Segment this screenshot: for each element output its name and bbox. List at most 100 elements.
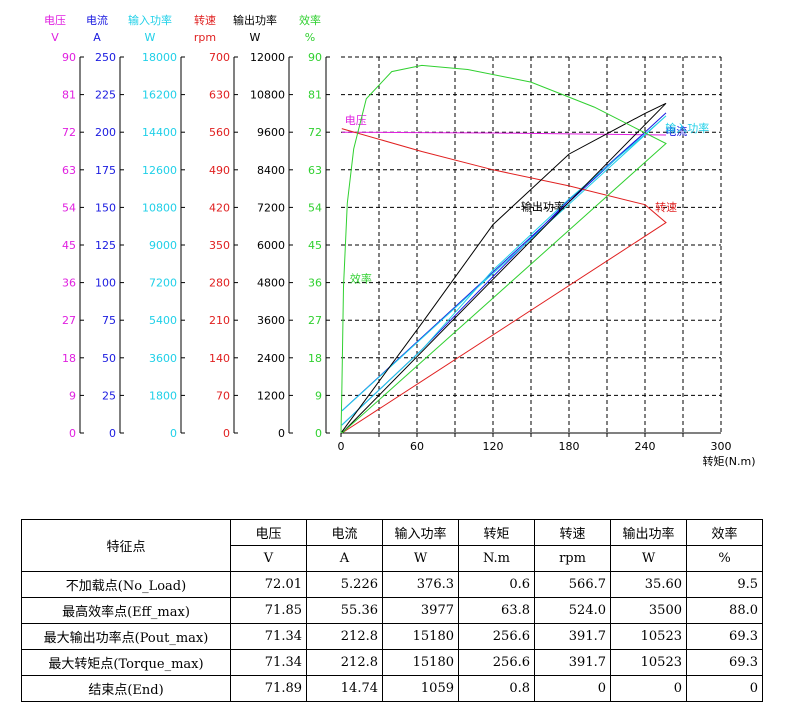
y-tick-label: 125	[95, 239, 116, 252]
y-tick-label: 0	[223, 427, 230, 440]
y-axis-title: 效率	[299, 13, 321, 27]
table-cell: 212.8	[306, 623, 383, 650]
col-header: 电压	[230, 519, 307, 546]
table-cell: 10523	[610, 649, 687, 676]
feature-header: 特征点	[21, 519, 231, 572]
y-axis-unit: A	[93, 31, 101, 44]
y-tick-label: 7200	[149, 277, 177, 290]
series-label: 转速	[655, 200, 677, 214]
y-tick-label: 140	[209, 352, 230, 365]
table-cell: 3500	[610, 597, 687, 624]
y-tick-label: 90	[308, 51, 322, 64]
y-axis-title: 电压	[44, 14, 66, 27]
y-tick-label: 12600	[142, 164, 177, 177]
feature-point-table: 特征点 电压 电流 输入功率 转矩 转速 输出功率 效率 V A W N.m r…	[21, 519, 763, 702]
y-tick-label: 54	[62, 201, 76, 214]
row-label: 结束点(End)	[21, 675, 231, 702]
y-tick-label: 2400	[257, 352, 285, 365]
table-cell: 35.60	[610, 571, 687, 598]
table-cell: 71.34	[230, 649, 307, 676]
y-tick-label: 350	[209, 239, 230, 252]
table-cell: 10523	[610, 623, 687, 650]
y-tick-label: 9	[69, 389, 76, 402]
row-label: 最大输出功率点(Pout_max)	[21, 623, 231, 650]
y-tick-label: 0	[278, 427, 285, 440]
motor-characteristic-chart: 0 60 120 180 240 300转矩(N.m)电压V091827364554637…	[44, 13, 756, 468]
table-cell: 0.6	[458, 571, 535, 598]
y-tick-label: 14400	[142, 126, 177, 139]
y-tick-label: 630	[209, 89, 230, 102]
y-tick-label: 560	[209, 126, 230, 139]
y-axis-title: 输入功率	[128, 13, 172, 27]
table-cell: 15180	[382, 623, 459, 650]
y-tick-label: 7200	[257, 201, 285, 214]
table-cell: 0	[534, 675, 611, 702]
table-cell: 88.0	[686, 597, 763, 624]
y-tick-label: 5400	[149, 314, 177, 327]
col-header: 转速	[534, 519, 611, 546]
y-tick-label: 9600	[257, 126, 285, 139]
y-tick-label: 0	[315, 427, 322, 440]
col-unit: A	[306, 545, 383, 572]
table-row: 最大输出功率点(Pout_max) 71.34 212.8 15180 256.…	[21, 623, 763, 650]
table-cell: 5.226	[306, 571, 383, 598]
y-tick-label: 63	[62, 164, 76, 177]
y-tick-label: 45	[308, 239, 322, 252]
table-cell: 212.8	[306, 649, 383, 676]
y-tick-label: 150	[95, 201, 116, 214]
y-tick-label: 4800	[257, 277, 285, 290]
row-label: 不加载点(No_Load)	[21, 571, 231, 598]
y-tick-label: 18	[308, 352, 322, 365]
table-cell: 0	[610, 675, 687, 702]
col-unit: W	[382, 545, 459, 572]
table-cell: 69.3	[686, 649, 763, 676]
table-cell: 0.8	[458, 675, 535, 702]
table-row: 最高效率点(Eff_max) 71.85 55.36 3977 63.8 524…	[21, 597, 763, 624]
y-tick-label: 0	[109, 427, 116, 440]
table-cell: 391.7	[534, 623, 611, 650]
y-tick-label: 225	[95, 89, 116, 102]
table-cell: 63.8	[458, 597, 535, 624]
y-axis-unit: V	[51, 31, 59, 44]
table-cell: 391.7	[534, 649, 611, 676]
col-header: 电流	[306, 519, 383, 546]
series-line	[340, 64, 667, 434]
series-label: 电流	[665, 124, 687, 138]
series-line	[341, 128, 667, 434]
y-tick-label: 10800	[250, 89, 285, 102]
table-unit-row: V A W N.m rpm W %	[22, 545, 763, 572]
col-unit: N.m	[458, 545, 535, 572]
y-tick-label: 8400	[257, 164, 285, 177]
table-cell: 55.36	[306, 597, 383, 624]
series-label: 效率	[350, 272, 372, 286]
y-tick-label: 12000	[250, 51, 285, 64]
table-cell: 69.3	[686, 623, 763, 650]
y-tick-label: 54	[308, 201, 322, 214]
y-tick-label: 9	[315, 389, 322, 402]
y-tick-label: 420	[209, 201, 230, 214]
table-cell: 71.85	[230, 597, 307, 624]
table-cell: 256.6	[458, 623, 535, 650]
x-tick-label: 180	[559, 440, 580, 453]
y-axis-title: 输出功率	[233, 13, 277, 27]
y-tick-label: 200	[95, 126, 116, 139]
x-tick-label: 0	[338, 440, 345, 453]
y-tick-label: 210	[209, 314, 230, 327]
y-tick-label: 280	[209, 277, 230, 290]
col-header: 转矩	[458, 519, 535, 546]
y-tick-label: 16200	[142, 89, 177, 102]
table-cell: 71.89	[230, 675, 307, 702]
y-tick-label: 63	[308, 164, 322, 177]
y-tick-label: 50	[102, 352, 116, 365]
y-tick-label: 10800	[142, 201, 177, 214]
y-tick-label: 18000	[142, 51, 177, 64]
x-tick-label: 120	[483, 440, 504, 453]
table-cell: 72.01	[230, 571, 307, 598]
table-cell: 3977	[382, 597, 459, 624]
y-tick-label: 81	[62, 89, 76, 102]
table-cell: 9.5	[686, 571, 763, 598]
y-tick-label: 3600	[257, 314, 285, 327]
y-axis-unit: W	[145, 31, 156, 44]
table-cell: 0	[686, 675, 763, 702]
col-unit: W	[610, 545, 687, 572]
